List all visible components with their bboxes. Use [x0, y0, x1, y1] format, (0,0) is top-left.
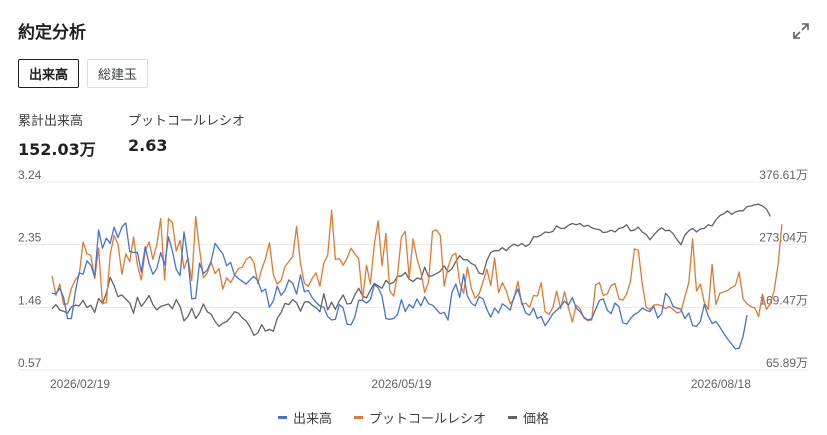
legend-swatch [353, 416, 363, 419]
legend-item-price[interactable]: 価格 [508, 408, 549, 427]
y-tick-label-right: 169.47万 [759, 293, 808, 307]
stat-put-call-ratio: プットコールレシオ 2.63 [128, 110, 245, 155]
stat-value: 152.03万 [18, 140, 96, 159]
legend-swatch [277, 416, 287, 419]
tab-open-interest[interactable]: 総建玉 [87, 59, 149, 88]
legend-label: 出来高 [292, 412, 332, 427]
y-tick-label-left: 0.57 [18, 356, 42, 370]
legend-swatch [508, 416, 517, 419]
y-tick-label-right: 376.61万 [759, 168, 808, 182]
legend-item-volume[interactable]: 出来高 [277, 408, 332, 427]
stat-label: 累計出来高 [18, 114, 84, 129]
chart-area[interactable]: 3.24 376.61万 2.35 273.04万 1.46 169.47万 0.57 65.… [0, 0, 827, 400]
x-tick-label: 2026/02/19 [50, 377, 110, 391]
chart-legend: 出来高 プットコールレシオ 価格 [0, 408, 827, 427]
legend-label: 価格 [523, 412, 550, 427]
stat-value: 2.63 [128, 136, 168, 155]
tab-volume[interactable]: 出来高 [18, 59, 80, 88]
y-tick-label-left: 3.24 [18, 168, 42, 182]
y-tick-label-left: 2.35 [18, 231, 42, 245]
legend-label: プットコールレシオ [368, 412, 486, 427]
stat-label: プットコールレシオ [128, 114, 246, 129]
tab-bar: 出来高 総建玉 [18, 59, 149, 88]
x-tick-label: 2026/05/19 [371, 377, 431, 391]
expand-icon[interactable] [791, 21, 811, 41]
stat-cumulative-volume: 累計出来高 152.03万 [18, 110, 96, 160]
series-line-pcr [51, 209, 783, 323]
y-tick-label-right: 273.04万 [759, 231, 808, 245]
series-line-price [51, 203, 771, 337]
series-line-volume [51, 222, 748, 350]
legend-item-pcr[interactable]: プットコールレシオ [353, 408, 486, 427]
section-title: 約定分析 [18, 23, 86, 43]
y-tick-label-left: 1.46 [18, 293, 42, 307]
y-tick-label-right: 65.89万 [766, 356, 808, 370]
x-tick-label: 2026/08/18 [691, 377, 751, 391]
